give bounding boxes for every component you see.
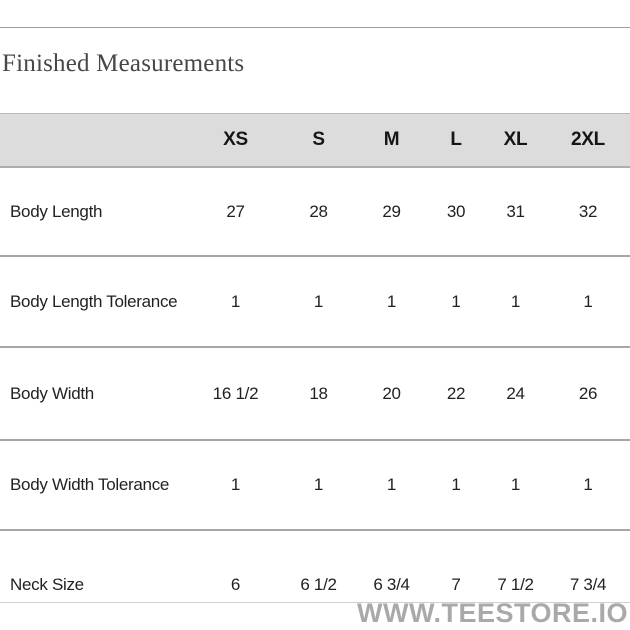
measurement-value-cell: 6 1/2 — [281, 530, 356, 603]
measurement-value-cell: 32 — [546, 167, 630, 257]
measurement-value-cell: 31 — [485, 167, 546, 257]
measurement-row-label: Body Width — [0, 347, 190, 441]
watermark: WWW.TEESTORE.IO — [356, 598, 628, 628]
measurement-value-cell: 1 — [427, 440, 485, 531]
measurement-value-cell: 7 1/2 — [485, 530, 546, 603]
measurement-value-cell: 6 — [190, 530, 281, 603]
size-header-xl: XL — [485, 113, 546, 168]
measurement-row-label: Body Length Tolerance — [0, 256, 190, 348]
table-row-neck-size: Neck Size 6 6 1/2 6 3/4 7 7 1/2 7 3/4 — [0, 530, 630, 603]
measurement-value-cell: 6 3/4 — [356, 530, 427, 603]
measurement-value-cell: 1 — [485, 256, 546, 348]
measurement-value-cell: 1 — [356, 440, 427, 531]
measurement-value-cell: 1 — [427, 256, 485, 348]
measurement-value-cell: 20 — [356, 347, 427, 441]
table-row-body-width-tolerance: Body Width Tolerance 1 1 1 1 1 1 — [0, 440, 630, 531]
measurement-value-cell: 1 — [281, 440, 356, 531]
size-header-l: L — [427, 113, 485, 168]
measurement-row-label: Body Length — [0, 167, 190, 257]
measurement-value-cell: 30 — [427, 167, 485, 257]
measurement-value-cell: 22 — [427, 347, 485, 441]
measurement-value-cell: 1 — [546, 256, 630, 348]
measurement-value-cell: 16 1/2 — [190, 347, 281, 441]
measurement-value-cell: 18 — [281, 347, 356, 441]
measurements-table: XS S M L XL 2XL Body Length 27 28 29 30 … — [0, 113, 630, 603]
size-header-s: S — [281, 113, 356, 168]
size-header-m: M — [356, 113, 427, 168]
header-empty-cell — [0, 113, 190, 168]
measurement-row-label: Neck Size — [0, 530, 190, 603]
measurement-value-cell: 7 3/4 — [546, 530, 630, 603]
table-row-body-length: Body Length 27 28 29 30 31 32 — [0, 167, 630, 257]
measurement-value-cell: 24 — [485, 347, 546, 441]
measurement-value-cell: 26 — [546, 347, 630, 441]
size-header-row: XS S M L XL 2XL — [0, 113, 630, 168]
measurement-value-cell: 7 — [427, 530, 485, 603]
measurement-value-cell: 1 — [190, 256, 281, 348]
table-row-body-width: Body Width 16 1/2 18 20 22 24 26 — [0, 347, 630, 441]
measurement-value-cell: 29 — [356, 167, 427, 257]
measurement-value-cell: 1 — [485, 440, 546, 531]
measurement-value-cell: 28 — [281, 167, 356, 257]
top-divider — [0, 27, 630, 28]
measurement-value-cell: 1 — [546, 440, 630, 531]
measurement-row-label: Body Width Tolerance — [0, 440, 190, 531]
measurement-value-cell: 1 — [190, 440, 281, 531]
measurement-value-cell: 1 — [356, 256, 427, 348]
size-header-xs: XS — [190, 113, 281, 168]
size-header-2xl: 2XL — [546, 113, 630, 168]
page-title: Finished Measurements — [2, 50, 245, 77]
table-row-body-length-tolerance: Body Length Tolerance 1 1 1 1 1 1 — [0, 256, 630, 348]
measurement-value-cell: 1 — [281, 256, 356, 348]
measurement-value-cell: 27 — [190, 167, 281, 257]
